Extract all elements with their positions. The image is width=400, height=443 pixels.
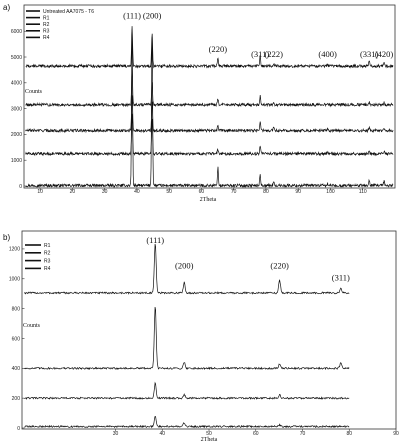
a-x-tick-label: 90 — [295, 189, 301, 195]
b-legend-label: R1 — [44, 243, 51, 249]
panel-a-y-axis-title: Counts — [25, 89, 43, 95]
b-x-tick-label: 60 — [253, 431, 259, 437]
a-series-line-r1 — [25, 113, 394, 157]
b-series-line-r3 — [24, 381, 350, 400]
b-y-tick-label: 600 — [12, 336, 21, 342]
a-y-tick-label: 2000 — [11, 132, 22, 138]
a-y-tick-label: 0 — [19, 184, 22, 190]
panel-a-x-axis-title: 2Theta — [200, 197, 217, 203]
b-legend-label: R4 — [44, 266, 51, 272]
b-series-line-r1 — [24, 243, 350, 295]
a-peak-label: (220) — [209, 44, 228, 54]
b-series-line-r2 — [24, 306, 350, 371]
b-peak-label: (220) — [270, 260, 289, 270]
panel-a: a) 0 1000 2000 3000 4000 5000 6000 10 20 30 40 50 6… — [3, 3, 396, 203]
a-peak-label: (420) — [375, 49, 394, 59]
a-peak-label: (200) — [143, 10, 162, 20]
panel-b-x-axis-title: 2Theta — [201, 437, 218, 443]
b-y-tick-label: 0 — [17, 426, 20, 432]
b-y-tick-label: 200 — [12, 396, 21, 402]
a-x-tick-label: 60 — [199, 189, 205, 195]
b-y-tick-label: 800 — [12, 306, 21, 312]
b-peak-label: (311) — [332, 272, 350, 282]
a-y-tick-label: 5000 — [11, 55, 22, 61]
a-x-tick-label: 40 — [134, 189, 140, 195]
b-x-tick-label: 30 — [113, 431, 119, 437]
a-legend-label: R3 — [43, 29, 50, 35]
a-series-line-r2 — [25, 95, 394, 134]
a-peak-label: (331) — [360, 49, 379, 59]
panel-b-frame — [21, 230, 397, 430]
a-y-tick-label: 3000 — [11, 106, 22, 112]
a-x-tick-label: 110 — [359, 189, 367, 195]
panel-a-frame — [23, 4, 396, 189]
a-x-tick-label: 10 — [37, 189, 43, 195]
a-x-tick-label: 80 — [263, 189, 269, 195]
b-y-tick-label: 1200 — [9, 247, 20, 253]
b-peak-label: (200) — [175, 260, 194, 270]
a-x-tick-label: 50 — [166, 189, 172, 195]
b-x-tick-label: 80 — [346, 431, 352, 437]
b-x-tick-label: 70 — [300, 431, 306, 437]
a-x-tick-label: 30 — [102, 189, 108, 195]
a-legend-label: R2 — [43, 22, 50, 28]
b-x-tick-label: 40 — [159, 431, 165, 437]
a-y-tick-label: 6000 — [11, 29, 22, 35]
a-y-tick-label: 1000 — [11, 158, 22, 164]
a-legend-label: Untreated AA7075 - T6 — [43, 9, 94, 15]
panel-a-label: a) — [3, 3, 10, 12]
a-series-line-untreated-aa7075-t6 — [25, 29, 394, 189]
b-y-tick-label: 1000 — [9, 277, 20, 283]
b-series-line-r4 — [24, 415, 350, 429]
a-x-tick-label: 100 — [326, 189, 335, 195]
a-x-tick-label: 70 — [231, 189, 237, 195]
b-y-tick-label: 400 — [12, 366, 21, 372]
b-x-tick-label: 90 — [393, 431, 399, 437]
a-series-line-r3 — [25, 67, 394, 108]
a-series-line-r4 — [25, 26, 394, 69]
a-peak-label: (400) — [318, 49, 337, 59]
b-legend-label: R2 — [44, 251, 51, 257]
a-peak-label: (311) — [251, 49, 269, 59]
a-peak-label: (111) — [123, 10, 141, 20]
panel-b-label: b) — [3, 233, 10, 242]
b-legend-label: R3 — [44, 258, 51, 264]
b-x-tick-label: 50 — [206, 431, 212, 437]
a-peak-label: (222) — [264, 49, 283, 59]
a-y-tick-label: 4000 — [11, 81, 22, 87]
a-legend-label: R1 — [43, 15, 50, 21]
a-legend-label: R4 — [43, 35, 50, 41]
a-x-tick-label: 20 — [70, 189, 76, 195]
panel-b-y-axis-title: Counts — [23, 323, 41, 329]
b-peak-label: (111) — [146, 235, 164, 245]
